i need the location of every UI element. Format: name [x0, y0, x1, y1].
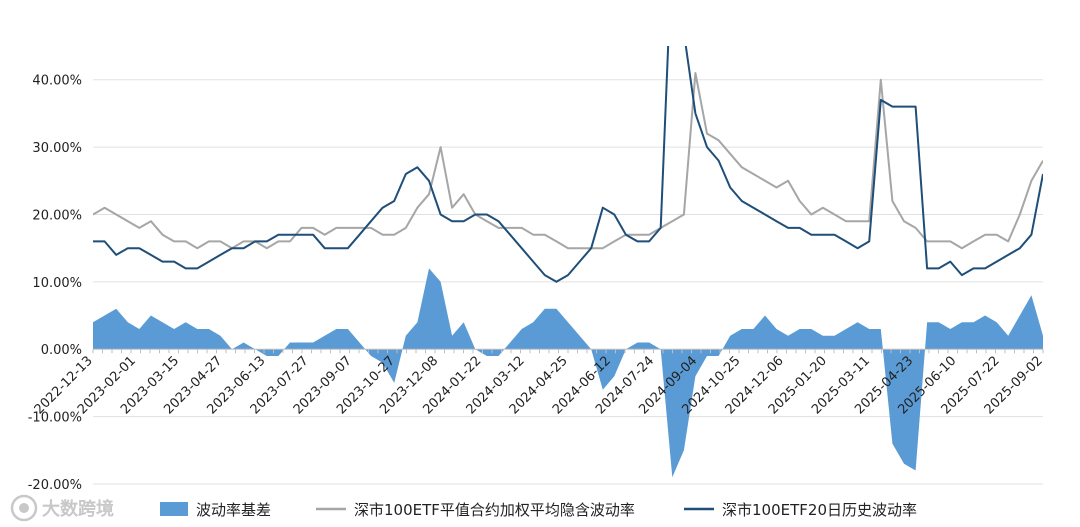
y-axis-tick-labels: -20.00% -10.00% 0.00% 10.00% 20.00% 30.00% 40.… — [28, 74, 82, 493]
watermark: 大数跨境 — [10, 494, 114, 522]
x-axis — [92, 348, 1044, 354]
watermark-text: 大数跨境 — [42, 498, 114, 520]
legend: 波动率基差 深市100ETF平值合约加权平均隐含波动率 深市100ETF20日历史波… — [160, 501, 917, 519]
legend-label: 波动率基差 — [196, 501, 271, 519]
plot-area — [93, 46, 1043, 478]
camera-lens-icon — [10, 494, 38, 522]
y-tick-label: 20.00% — [32, 208, 82, 223]
y-tick-label: -10.00% — [28, 411, 82, 426]
legend-label: 深市100ETF20日历史波动率 — [722, 501, 917, 519]
legend-label: 深市100ETF平值合约加权平均隐含波动率 — [354, 501, 635, 519]
y-tick-label: 10.00% — [32, 276, 82, 291]
legend-swatch-basis — [160, 502, 188, 516]
y-tick-label: 0.00% — [41, 343, 82, 358]
gridlines — [93, 79, 1043, 485]
y-tick-label: 40.00% — [32, 74, 82, 89]
series-implied-vol-line — [93, 72, 1043, 250]
series-historical-vol-line — [93, 46, 1043, 283]
y-tick-label: -20.00% — [28, 478, 82, 493]
y-tick-label: 30.00% — [32, 141, 82, 156]
